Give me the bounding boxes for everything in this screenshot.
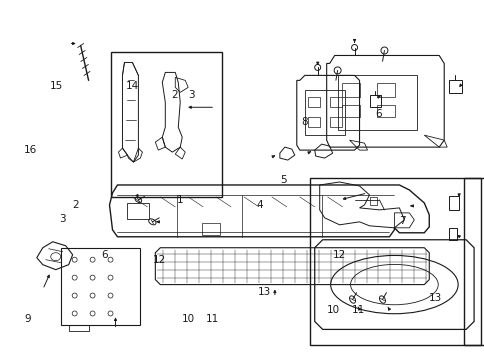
Bar bbox=[127, 203, 149, 219]
Text: 8: 8 bbox=[301, 117, 307, 127]
Bar bbox=[448, 80, 461, 93]
Bar bbox=[309, 178, 480, 345]
Text: 13: 13 bbox=[428, 293, 441, 303]
Bar bbox=[329, 97, 341, 107]
Text: 6: 6 bbox=[101, 250, 108, 260]
Text: 11: 11 bbox=[351, 305, 364, 315]
Bar bbox=[307, 117, 319, 127]
Text: 13: 13 bbox=[257, 287, 270, 297]
Text: 10: 10 bbox=[182, 314, 195, 324]
Text: 10: 10 bbox=[326, 305, 339, 315]
Bar bbox=[329, 117, 341, 127]
Text: 9: 9 bbox=[24, 314, 31, 324]
Text: 4: 4 bbox=[256, 200, 262, 210]
Bar bbox=[202, 223, 220, 235]
Text: 1: 1 bbox=[176, 195, 182, 205]
Bar bbox=[110, 52, 222, 197]
Bar bbox=[341, 84, 359, 97]
Text: 7: 7 bbox=[398, 216, 405, 226]
Bar bbox=[60, 248, 140, 326]
Text: 5: 5 bbox=[280, 175, 286, 185]
Bar bbox=[341, 105, 359, 117]
Text: 14: 14 bbox=[125, 81, 139, 91]
Bar bbox=[448, 196, 458, 210]
Bar bbox=[307, 97, 319, 107]
Bar bbox=[377, 105, 394, 117]
Text: 2: 2 bbox=[171, 90, 178, 100]
Bar bbox=[304, 90, 344, 135]
Text: 12: 12 bbox=[332, 250, 345, 260]
Bar bbox=[448, 228, 456, 240]
Bar bbox=[369, 95, 381, 107]
Bar bbox=[463, 178, 484, 345]
Text: 3: 3 bbox=[188, 90, 195, 100]
Text: 16: 16 bbox=[24, 145, 37, 155]
Text: 12: 12 bbox=[152, 255, 166, 265]
Bar bbox=[69, 326, 89, 331]
Text: 11: 11 bbox=[206, 314, 219, 324]
Text: 2: 2 bbox=[73, 200, 79, 210]
Bar bbox=[377, 84, 394, 97]
Text: 15: 15 bbox=[50, 81, 63, 91]
Text: 3: 3 bbox=[60, 215, 66, 225]
Bar bbox=[369, 197, 377, 205]
Bar bbox=[337, 75, 416, 130]
Text: 6: 6 bbox=[375, 110, 381, 120]
